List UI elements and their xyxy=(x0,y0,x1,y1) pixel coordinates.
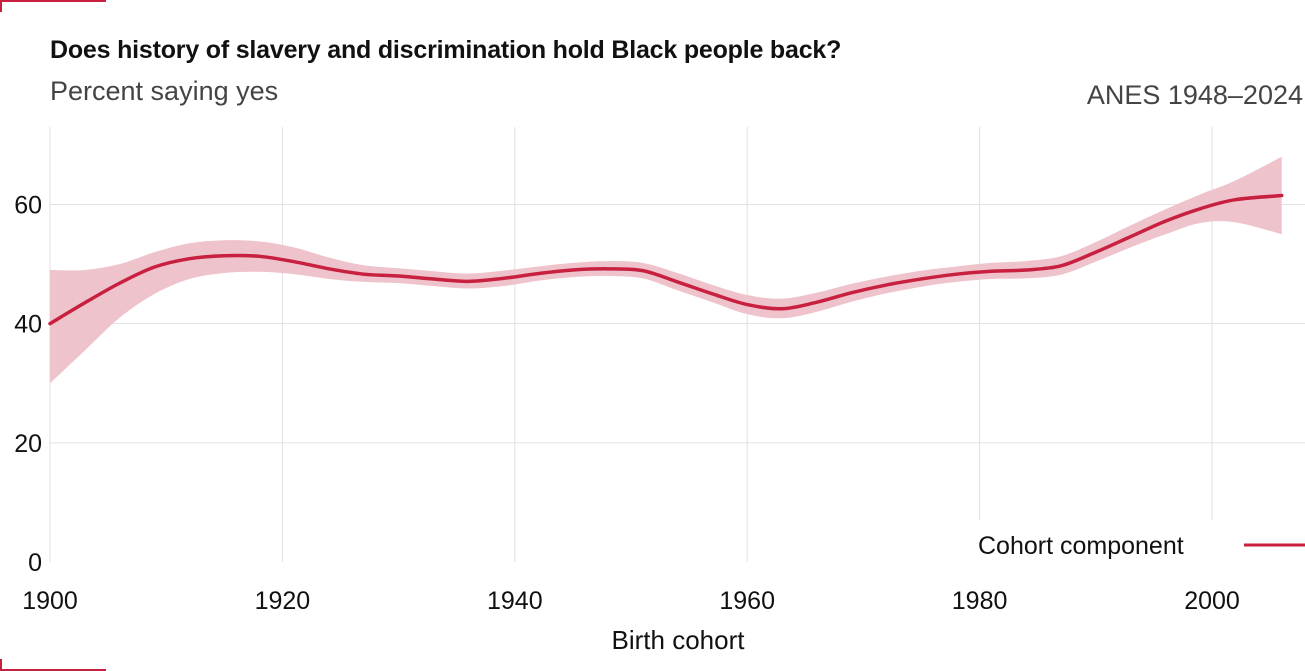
corner-mark-top-vertical xyxy=(0,0,2,12)
corner-mark-top xyxy=(0,0,106,2)
x-tick-label: 1900 xyxy=(22,587,78,615)
legend-label: Cohort component xyxy=(978,532,1184,560)
series-line-layer xyxy=(48,193,1284,326)
legend: Cohort component xyxy=(962,520,1305,570)
x-tick-label: 1940 xyxy=(487,587,543,615)
corner-mark-bottom-vertical xyxy=(0,659,2,671)
y-tick-label: 0 xyxy=(28,549,42,577)
grid-lines xyxy=(49,127,1305,562)
x-tick-label: 1920 xyxy=(255,587,311,615)
chart-title: Does history of slavery and discriminati… xyxy=(50,36,842,64)
y-axis-ticks: 0 20 40 60 xyxy=(14,191,42,577)
series-line-cohort-component xyxy=(48,193,1284,326)
x-axis-ticks: 1900 1920 1940 1960 1980 2000 xyxy=(22,587,1240,615)
y-tick-label: 40 xyxy=(14,311,42,339)
chart-source: ANES 1948–2024 xyxy=(1086,80,1303,110)
y-tick-label: 60 xyxy=(14,191,42,219)
chart-subtitle: Percent saying yes xyxy=(50,76,279,106)
y-tick-label: 20 xyxy=(14,430,42,458)
x-tick-label: 2000 xyxy=(1184,587,1240,615)
confidence-band-layer xyxy=(50,156,1282,384)
corner-mark-bottom xyxy=(0,669,106,671)
x-tick-label: 1980 xyxy=(952,587,1008,615)
confidence-band xyxy=(50,156,1282,384)
x-axis-label: Birth cohort xyxy=(612,625,746,655)
x-tick-label: 1960 xyxy=(719,587,775,615)
